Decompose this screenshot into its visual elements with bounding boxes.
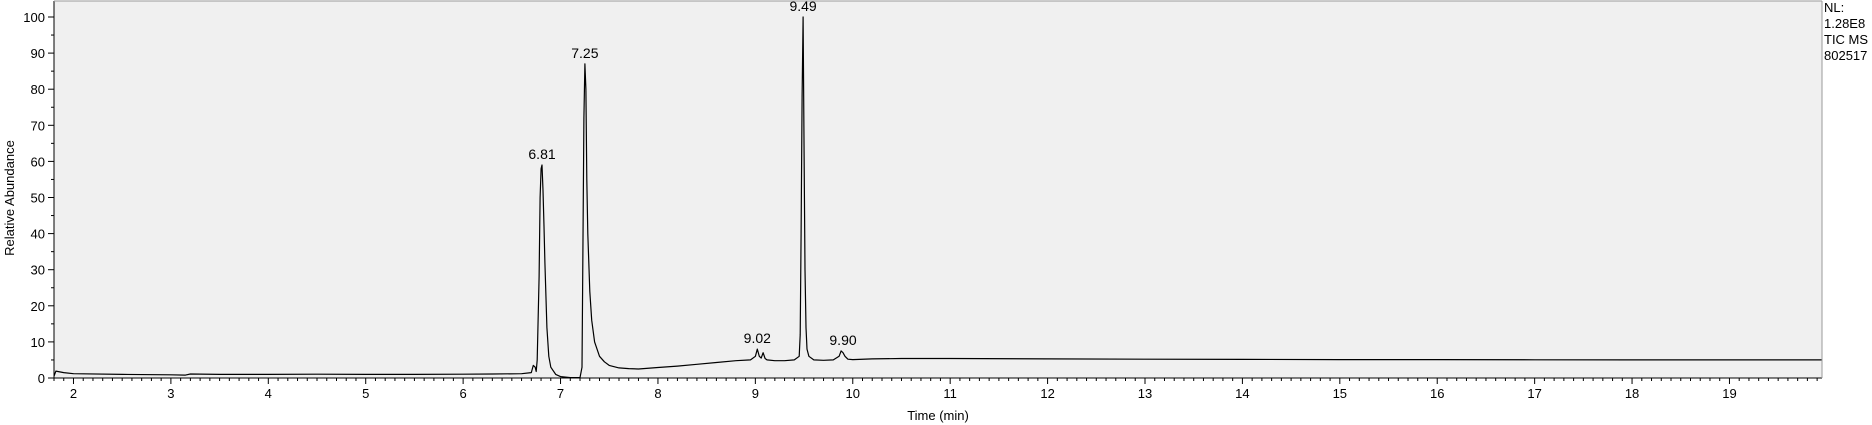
tic-trace-line — [53, 16, 1822, 379]
y-tick-label: 40 — [31, 227, 45, 242]
y-tick-label: 30 — [31, 263, 45, 278]
x-tick-label: 11 — [943, 386, 957, 401]
y-tick-label: 10 — [31, 335, 45, 350]
y-axis: 0 10 20 30 40 50 60 70 80 90 100 — [23, 1, 55, 386]
x-tick-label: 7 — [557, 386, 564, 401]
info-line: TIC MS — [1824, 32, 1868, 47]
x-tick-label: 5 — [362, 386, 369, 401]
x-axis-title: Time (min) — [907, 408, 969, 423]
x-tick-label: 4 — [265, 386, 272, 401]
info-line: 802517 — [1824, 48, 1867, 63]
x-axis: 2 3 4 5 6 7 8 9 10 11 12 13 14 15 16 17 18 19 — [53, 377, 1822, 401]
peak-label: 7.25 — [571, 45, 598, 61]
x-tick-label: 3 — [167, 386, 174, 401]
plot-area — [54, 1, 1822, 378]
info-line: 1.28E8 — [1824, 16, 1865, 31]
y-tick-label: 0 — [38, 371, 45, 386]
x-tick-label: 13 — [1138, 386, 1152, 401]
x-tick-label: 2 — [70, 386, 77, 401]
y-tick-label: 60 — [31, 154, 45, 169]
peak-labels: 6.81 7.25 9.02 9.49 9.90 — [528, 0, 856, 348]
x-tick-label: 12 — [1040, 386, 1054, 401]
y-axis-title: Relative Abundance — [2, 140, 17, 256]
peak-label: 9.02 — [744, 330, 771, 346]
info-line: NL: — [1824, 0, 1844, 15]
x-tick-label: 6 — [460, 386, 467, 401]
x-tick-label: 17 — [1527, 386, 1541, 401]
x-tick-label: 9 — [752, 386, 759, 401]
x-tick-label: 19 — [1722, 386, 1736, 401]
y-tick-label: 90 — [31, 46, 45, 61]
x-tick-label: 15 — [1333, 386, 1347, 401]
y-tick-label: 20 — [31, 299, 45, 314]
peak-label: 9.90 — [829, 332, 856, 348]
x-tick-label: 8 — [654, 386, 661, 401]
x-tick-label: 16 — [1430, 386, 1444, 401]
y-tick-label: 50 — [31, 191, 45, 206]
peak-label: 6.81 — [528, 146, 555, 162]
peak-label: 9.49 — [789, 0, 816, 14]
y-tick-label: 80 — [31, 82, 45, 97]
x-tick-label: 10 — [846, 386, 860, 401]
y-tick-label: 100 — [23, 10, 45, 25]
y-tick-label: 70 — [31, 118, 45, 133]
x-tick-label: 18 — [1625, 386, 1639, 401]
x-tick-label: 14 — [1235, 386, 1249, 401]
